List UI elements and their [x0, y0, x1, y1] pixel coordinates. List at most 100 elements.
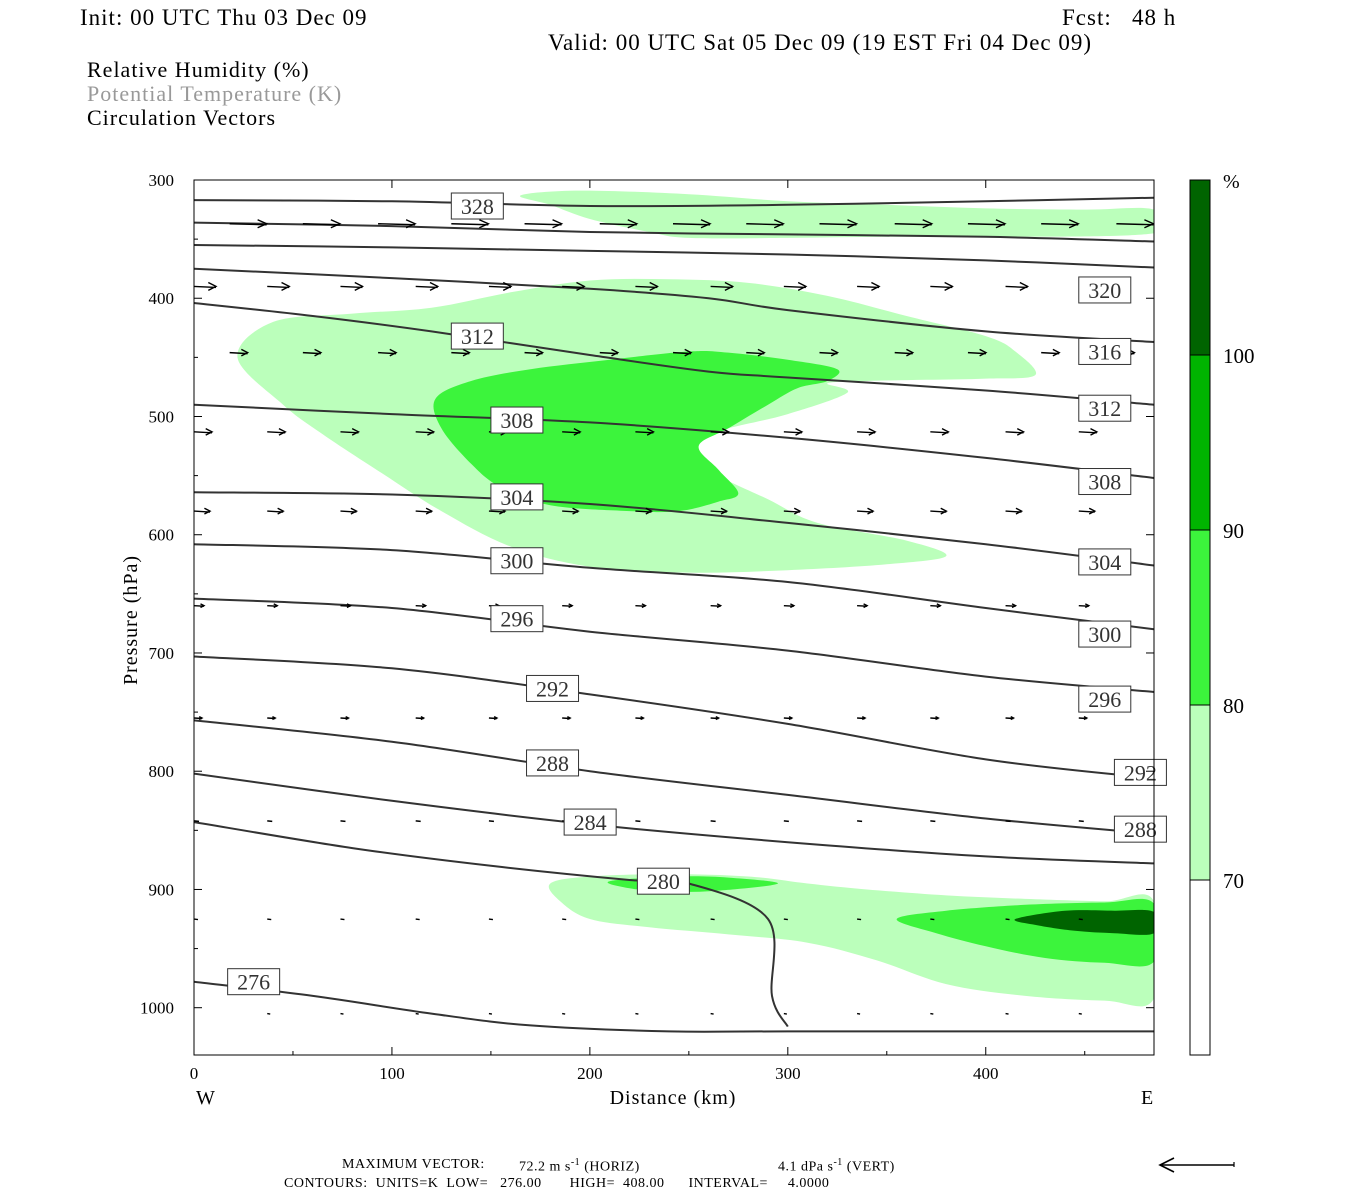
- vector-arrow: [856, 1012, 861, 1015]
- vector-head: [773, 219, 785, 229]
- vector-arrow: [194, 603, 206, 609]
- vector-head: [935, 715, 940, 721]
- x-tick-label: 0: [190, 1064, 199, 1083]
- vector-head: [421, 603, 428, 609]
- vector-arrow: [819, 219, 859, 229]
- colorbar: 70 80 90 100: [1189, 179, 1255, 1056]
- contour-label-text: 316: [1088, 339, 1121, 364]
- vector-head: [788, 715, 794, 721]
- vector-arrow: [710, 1012, 714, 1015]
- vector-shaft: [194, 285, 217, 289]
- contour-label-304: 304: [1078, 548, 1132, 576]
- theta-contour-288: [194, 719, 1154, 835]
- vector-head: [995, 219, 1007, 229]
- vector-head: [611, 348, 620, 357]
- vector-arrow: [1005, 715, 1016, 721]
- vector-arrow: [302, 219, 342, 229]
- vector-head: [479, 219, 491, 229]
- y-tick-label: 800: [149, 762, 175, 781]
- vector-shaft: [672, 223, 711, 226]
- vector-head: [1019, 281, 1030, 292]
- y-tick-label: 300: [149, 171, 175, 190]
- y-tick-label: 600: [149, 526, 175, 545]
- vector-arrow: [710, 603, 723, 609]
- x-tick-label: 400: [973, 1064, 999, 1083]
- vector-arrow: [967, 219, 1007, 229]
- vector-shaft: [930, 1012, 934, 1015]
- contour-label-box: [490, 483, 544, 511]
- vector-arrow: [488, 820, 494, 823]
- vector-arrow: [194, 427, 214, 436]
- vector-arrow: [1005, 281, 1030, 292]
- x-tick-label: 100: [379, 1064, 405, 1083]
- vector-arrow: [783, 427, 804, 436]
- valid-time: Valid: 00 UTC Sat 05 Dec 09 (19 EST Fri …: [548, 30, 1093, 55]
- vector-shaft: [488, 918, 494, 921]
- contour-label-box: [450, 322, 504, 350]
- vector-head: [627, 219, 639, 229]
- vector-arrow: [1078, 715, 1089, 721]
- vector-head: [700, 219, 712, 229]
- vector-shaft: [857, 285, 880, 289]
- vector-shaft: [267, 918, 272, 921]
- vector-shaft: [267, 285, 290, 289]
- vector-head: [715, 715, 721, 721]
- max-vector-vert: 4.1 dPa s-1 (VERT): [778, 1157, 895, 1175]
- theta-contour-316: [194, 267, 1154, 343]
- contour-label-292: 292: [526, 674, 580, 702]
- contour-label-text: 304: [500, 485, 533, 510]
- vector-head: [906, 348, 915, 357]
- theta-contour-292: [194, 655, 1154, 780]
- vector-arrow: [340, 820, 346, 823]
- colorbar-label: 100: [1223, 344, 1255, 368]
- contour-label-text: 284: [574, 810, 607, 835]
- vector-shaft: [562, 918, 567, 921]
- vector-head: [198, 715, 204, 721]
- vector-arrow: [415, 1012, 419, 1015]
- theta-contours: [194, 196, 1154, 1033]
- vector-shaft: [340, 918, 345, 921]
- vector-arrow: [267, 918, 272, 921]
- vector-arrow: [451, 348, 471, 357]
- vector-arrow: [488, 715, 499, 721]
- vector-arrow: [635, 715, 645, 721]
- vector-arrow: [340, 427, 361, 436]
- contour-label-328: 328: [450, 192, 504, 220]
- vector-arrow: [267, 715, 277, 721]
- vector-shaft: [635, 285, 658, 289]
- vector-shaft: [340, 285, 363, 289]
- vector-head: [576, 281, 586, 292]
- contour-label-box: [636, 867, 690, 895]
- contour-label-text: 296: [1088, 687, 1121, 712]
- vector-shaft: [599, 223, 637, 226]
- vector-shaft: [1116, 223, 1154, 226]
- vector-shaft: [415, 820, 421, 823]
- contour-label-box: [1078, 394, 1132, 422]
- vector-arrow: [267, 820, 273, 823]
- contour-label-text: 308: [500, 408, 533, 433]
- vector-shaft: [488, 1012, 493, 1015]
- vector-head: [1015, 507, 1024, 515]
- vector-shaft: [524, 223, 562, 226]
- vector-shaft: [819, 223, 857, 226]
- contour-label-box: [526, 749, 580, 777]
- vector-head: [649, 281, 659, 292]
- contour-label-box: [1078, 548, 1132, 576]
- vector-arrow: [340, 507, 359, 515]
- init-time: Init: 00 UTC Thu 03 Dec 09: [80, 5, 368, 30]
- vector-shaft: [967, 223, 1005, 226]
- vector-arrow: [267, 281, 291, 292]
- colorbar-swatch: [1190, 880, 1210, 1055]
- vector-head: [425, 507, 434, 515]
- vector-shaft: [267, 1012, 271, 1015]
- vector-arrow: [635, 507, 653, 515]
- contour-label-text: 292: [1124, 760, 1157, 785]
- vector-shaft: [783, 1012, 787, 1015]
- vector-shaft: [857, 918, 862, 921]
- vector-shaft: [1005, 918, 1010, 921]
- y-tick-label: 500: [149, 407, 175, 426]
- vector-arrow: [857, 427, 877, 436]
- vector-arrow: [378, 348, 398, 357]
- vector-shaft: [1005, 1012, 1009, 1015]
- vector-arrow: [194, 507, 212, 515]
